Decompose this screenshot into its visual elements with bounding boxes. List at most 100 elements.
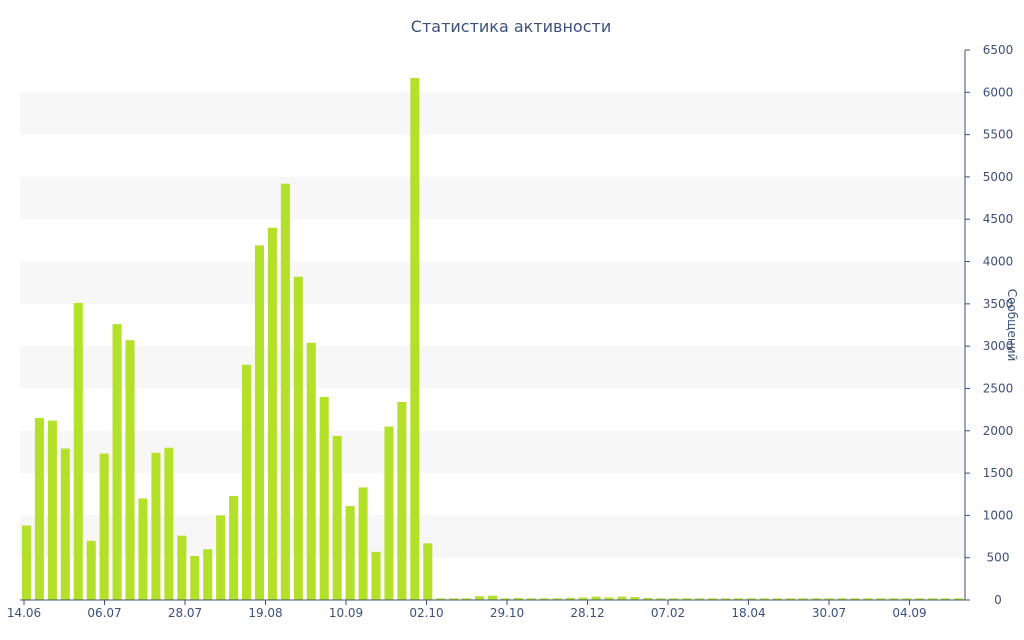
x-tick-label: 02.10 xyxy=(409,606,443,620)
bar[interactable] xyxy=(500,598,510,600)
bar[interactable] xyxy=(772,598,782,600)
bar[interactable] xyxy=(889,598,899,600)
bar[interactable] xyxy=(928,598,938,600)
bar[interactable] xyxy=(941,598,951,600)
bar[interactable] xyxy=(293,276,303,600)
bar[interactable] xyxy=(863,598,873,600)
bar[interactable] xyxy=(630,597,640,600)
y-tick-label: 3000 xyxy=(983,339,1014,353)
bar[interactable] xyxy=(47,420,57,600)
bar[interactable] xyxy=(578,597,588,600)
x-axis-ticks: 14.06 06.07 28.07 19.08 10.09 02.10 29.10 28.12… xyxy=(7,600,927,620)
bar-series xyxy=(21,77,964,601)
bar[interactable] xyxy=(591,596,601,600)
bar[interactable] xyxy=(954,598,964,600)
bar[interactable] xyxy=(850,598,860,600)
bar[interactable] xyxy=(811,598,821,600)
bar[interactable] xyxy=(242,364,252,600)
bar[interactable] xyxy=(410,77,420,601)
bar[interactable] xyxy=(345,506,355,600)
bar[interactable] xyxy=(708,598,718,600)
bar[interactable] xyxy=(125,340,135,600)
x-tick-label: 29.10 xyxy=(490,606,524,620)
bar[interactable] xyxy=(539,598,549,600)
x-tick-label: 28.07 xyxy=(168,606,202,620)
bar[interactable] xyxy=(267,227,277,600)
bar[interactable] xyxy=(423,543,433,600)
bar[interactable] xyxy=(902,598,912,600)
bar[interactable] xyxy=(656,598,666,600)
bar[interactable] xyxy=(565,597,575,600)
y-axis-label: Сообщений xyxy=(1005,289,1019,362)
bar[interactable] xyxy=(332,435,342,600)
grid-band xyxy=(20,430,965,474)
bar[interactable] xyxy=(397,402,407,600)
y-tick-label: 3500 xyxy=(983,297,1014,311)
y-tick-label: 5000 xyxy=(983,170,1014,184)
grid-band xyxy=(20,515,965,558)
x-tick-label: 18.04 xyxy=(731,606,765,620)
bar[interactable] xyxy=(643,597,653,600)
bar[interactable] xyxy=(604,597,614,600)
bar[interactable] xyxy=(73,303,83,600)
bar[interactable] xyxy=(682,598,692,600)
y-tick-label: 5500 xyxy=(983,128,1014,142)
grid-band xyxy=(20,261,965,304)
bar[interactable] xyxy=(462,598,472,600)
bar[interactable] xyxy=(164,447,174,600)
x-tick-label: 04.09 xyxy=(892,606,926,620)
bar[interactable] xyxy=(86,540,96,600)
bar[interactable] xyxy=(60,448,70,600)
bar[interactable] xyxy=(190,556,200,600)
bar[interactable] xyxy=(358,487,368,600)
bar[interactable] xyxy=(617,596,627,600)
y-tick-label: 4500 xyxy=(983,212,1014,226)
bar[interactable] xyxy=(449,598,459,600)
bar[interactable] xyxy=(306,342,316,600)
bar[interactable] xyxy=(876,598,886,600)
bar[interactable] xyxy=(837,598,847,600)
y-tick-label: 4000 xyxy=(983,255,1014,269)
bar[interactable] xyxy=(254,245,265,600)
bar[interactable] xyxy=(99,453,109,600)
x-tick-label: 28.12 xyxy=(570,606,604,620)
bar[interactable] xyxy=(112,324,122,600)
bar[interactable] xyxy=(759,598,769,600)
x-tick-label: 10.09 xyxy=(329,606,363,620)
bar[interactable] xyxy=(695,598,705,600)
bar[interactable] xyxy=(216,515,226,600)
y-tick-label: 0 xyxy=(994,593,1002,607)
bar[interactable] xyxy=(720,598,731,600)
bar[interactable] xyxy=(746,598,756,600)
y-tick-label: 6000 xyxy=(983,85,1014,99)
bar[interactable] xyxy=(34,418,44,600)
bar[interactable] xyxy=(798,598,808,600)
bar[interactable] xyxy=(785,598,795,600)
bar[interactable] xyxy=(669,598,679,600)
bar[interactable] xyxy=(384,426,394,600)
y-tick-label: 1500 xyxy=(983,466,1014,480)
bar[interactable] xyxy=(552,598,562,600)
bar[interactable] xyxy=(475,596,485,600)
bar[interactable] xyxy=(513,597,523,600)
bar[interactable] xyxy=(824,598,834,600)
bar[interactable] xyxy=(177,535,187,600)
bar[interactable] xyxy=(151,452,161,600)
bar[interactable] xyxy=(319,396,329,600)
bar[interactable] xyxy=(526,598,536,600)
bar[interactable] xyxy=(203,549,213,600)
bar[interactable] xyxy=(138,498,148,600)
bar[interactable] xyxy=(280,183,290,600)
bar[interactable] xyxy=(229,495,239,600)
bar[interactable] xyxy=(436,598,446,600)
bar[interactable] xyxy=(915,598,925,600)
y-tick-label: 1000 xyxy=(983,508,1014,522)
chart-title: Статистика активности xyxy=(411,17,611,36)
bar[interactable] xyxy=(487,595,498,600)
bar[interactable] xyxy=(21,525,31,600)
grid-band xyxy=(20,346,965,389)
bar[interactable] xyxy=(371,551,381,600)
bar[interactable] xyxy=(733,598,743,600)
y-tick-label: 2500 xyxy=(983,381,1014,395)
x-tick-label: 14.06 xyxy=(7,606,41,620)
